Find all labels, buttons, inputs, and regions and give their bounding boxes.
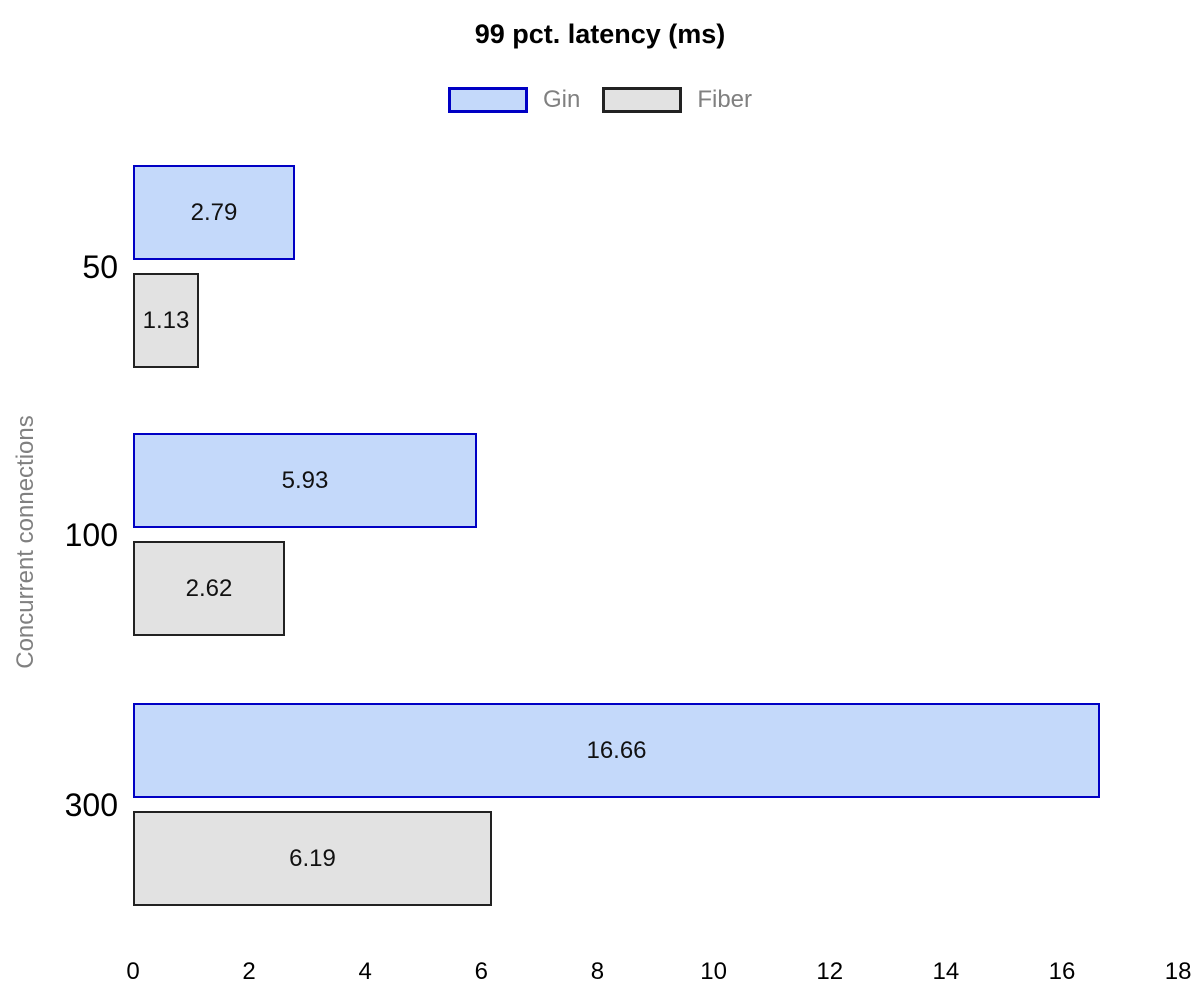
legend-item-fiber: Fiber — [602, 86, 752, 114]
legend-swatch-fiber — [602, 87, 683, 113]
y-tick-label-50: 50 — [82, 248, 118, 285]
bar-gin-50: 2.79 — [133, 165, 295, 260]
bar-gin-100: 5.93 — [133, 433, 477, 528]
bar-value-label: 2.79 — [190, 198, 238, 226]
bar-gin-300: 16.66 — [133, 703, 1100, 798]
x-tick-label-16: 16 — [1048, 958, 1076, 985]
x-tick-label-10: 10 — [700, 958, 727, 985]
x-tick-label-8: 8 — [590, 958, 605, 985]
x-tick-label-12: 12 — [816, 958, 844, 985]
bar-value-label: 16.66 — [586, 736, 647, 764]
y-tick-label-100: 100 — [64, 516, 118, 553]
legend-label-fiber: Fiber — [697, 86, 753, 113]
legend: Gin Fiber — [0, 86, 1200, 114]
bar-fiber-100: 2.62 — [133, 541, 285, 636]
bar-value-label: 2.62 — [185, 574, 233, 602]
bar-fiber-50: 1.13 — [133, 273, 199, 368]
x-tick-label-18: 18 — [1164, 958, 1192, 985]
legend-item-gin: Gin — [447, 86, 581, 114]
chart-title: 99 pct. latency (ms) — [474, 19, 726, 49]
legend-label-gin: Gin — [542, 86, 581, 113]
x-tick-label-4: 4 — [358, 958, 372, 985]
legend-swatch-gin — [447, 87, 528, 113]
bar-value-label: 1.13 — [142, 306, 190, 334]
bar-fiber-300: 6.19 — [133, 811, 492, 906]
x-tick-label-14: 14 — [932, 958, 960, 985]
x-tick-label-0: 0 — [126, 958, 140, 985]
x-tick-label-2: 2 — [242, 958, 256, 985]
bar-value-label: 5.93 — [281, 466, 329, 494]
bar-value-label: 6.19 — [289, 844, 336, 872]
x-tick-label-6: 6 — [474, 958, 489, 985]
y-tick-label-300: 300 — [64, 786, 118, 823]
